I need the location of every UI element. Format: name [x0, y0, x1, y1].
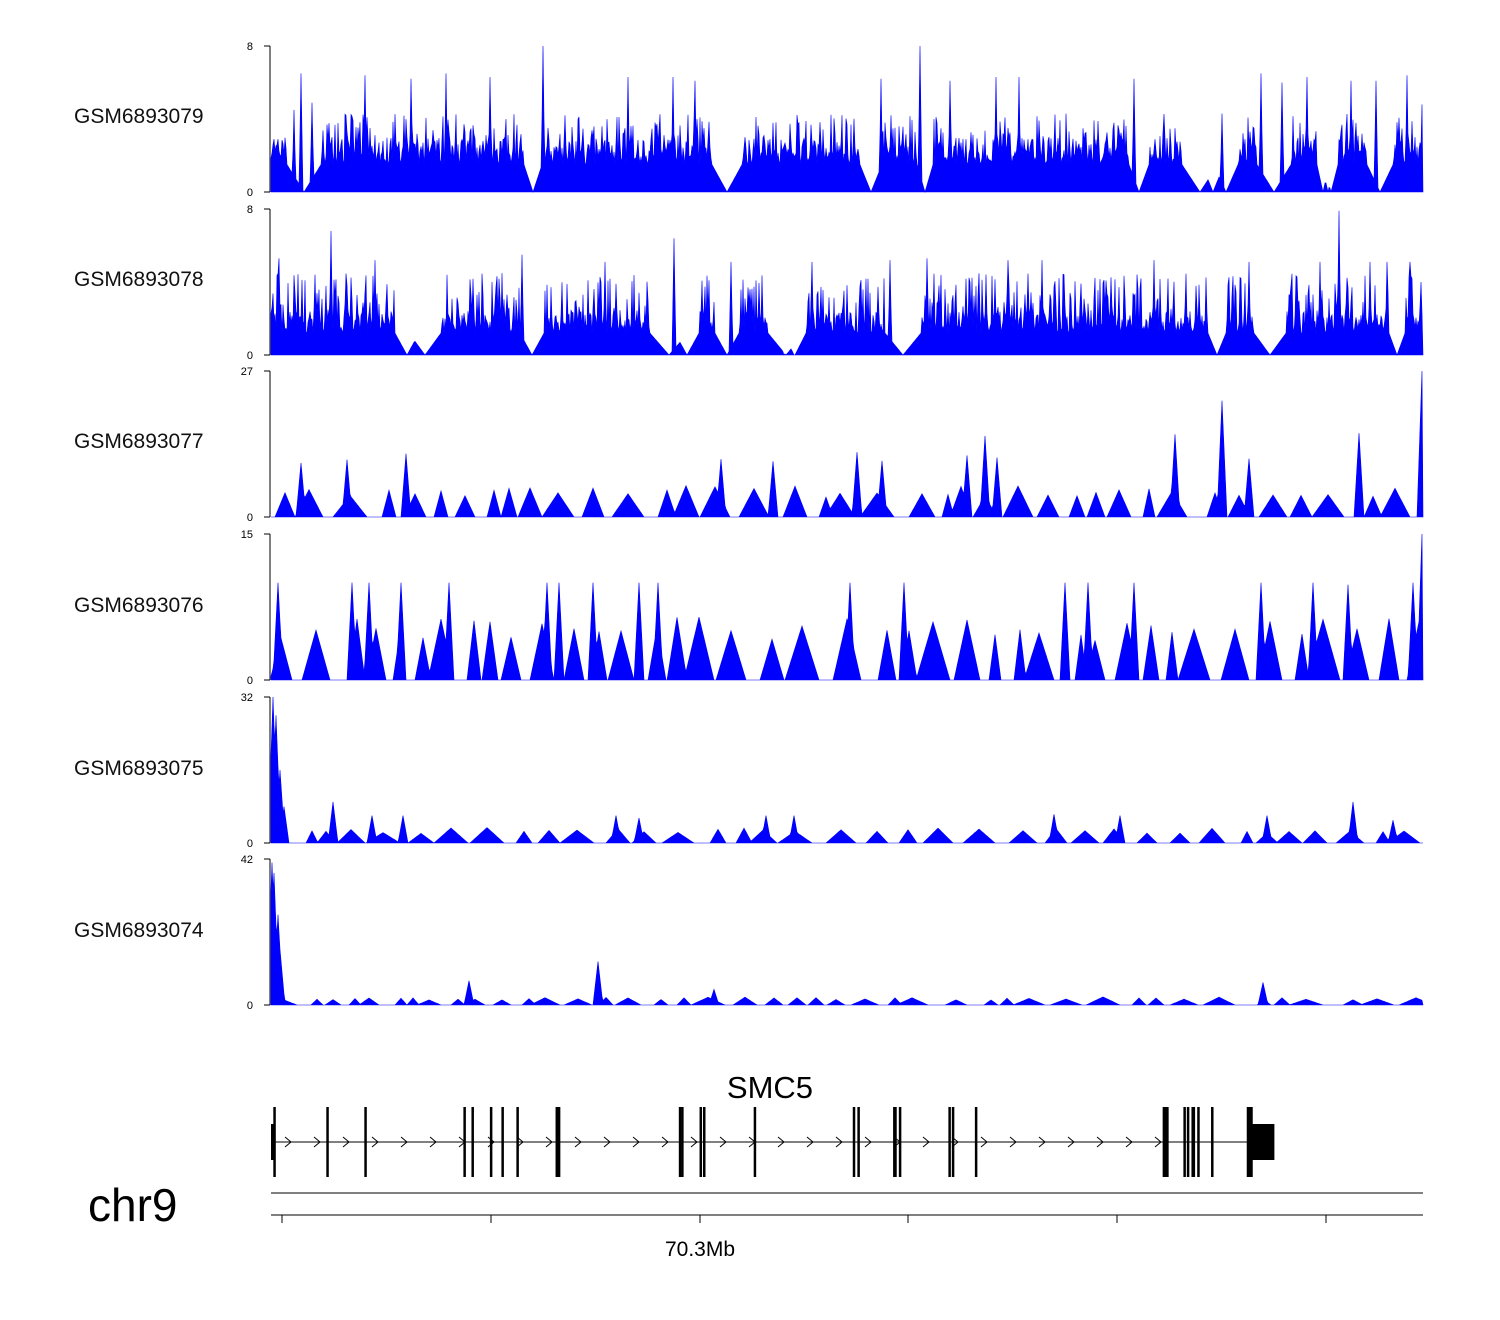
exon: [1192, 1107, 1196, 1177]
gene-name: SMC5: [726, 1070, 814, 1105]
signal-area-gsm6893074: [270, 862, 1424, 1006]
exon: [273, 1107, 276, 1177]
strand-arrow: [574, 1136, 582, 1148]
exon: [898, 1107, 902, 1177]
exon: [678, 1107, 682, 1177]
strand-arrow: [400, 1136, 408, 1148]
axis-tick-label: 70.3Mb: [664, 1238, 736, 1261]
track-label-gsm6893078: GSM6893078: [74, 268, 204, 291]
track-label-gsm6893076: GSM6893076: [74, 594, 204, 617]
y-min-label-gsm6893074: 0: [247, 1000, 253, 1012]
track-label-gsm6893075: GSM6893075: [74, 757, 204, 780]
exon: [1186, 1107, 1190, 1177]
strand-arrow: [980, 1136, 988, 1148]
strand-arrow: [603, 1136, 611, 1148]
track-label-gsm6893074: GSM6893074: [74, 919, 204, 942]
exon: [364, 1107, 367, 1177]
strand-arrow: [545, 1136, 553, 1148]
strand-arrow: [1067, 1136, 1075, 1148]
strand-arrow: [313, 1136, 321, 1148]
exon: [1211, 1107, 1214, 1177]
strand-arrow: [806, 1136, 814, 1148]
y-max-label-gsm6893079: 8: [247, 41, 253, 53]
y-max-label-gsm6893076: 15: [241, 529, 253, 541]
exon: [681, 1107, 684, 1177]
signal-area-gsm6893075: [270, 696, 1423, 844]
strand-arrow: [1096, 1136, 1104, 1148]
signal-area-gsm6893076: [270, 533, 1424, 681]
y-max-label-gsm6893078: 8: [247, 204, 253, 216]
strand-arrow: [661, 1136, 669, 1148]
exon: [501, 1107, 504, 1177]
exon: [699, 1107, 703, 1177]
y-max-label-gsm6893075: 32: [241, 692, 253, 704]
exon: [948, 1107, 951, 1177]
strand-arrow: [922, 1136, 930, 1148]
strand-arrow: [516, 1136, 524, 1148]
exon: [951, 1107, 955, 1177]
exon: [463, 1107, 466, 1177]
exon: [974, 1107, 978, 1177]
y-min-label-gsm6893079: 0: [247, 187, 253, 199]
signal-area-gsm6893077: [271, 370, 1424, 519]
exon: [1164, 1107, 1168, 1177]
strand-arrow: [835, 1136, 843, 1148]
strand-arrow: [1009, 1136, 1017, 1148]
y-max-label-gsm6893074: 42: [241, 854, 253, 866]
exon: [1183, 1107, 1186, 1177]
y-min-label-gsm6893078: 0: [247, 350, 253, 362]
signal-area-gsm6893078: [270, 210, 1424, 356]
strand-arrow: [864, 1136, 872, 1148]
y-min-label-gsm6893077: 0: [247, 512, 253, 524]
chromosome-label: chr9: [88, 1179, 178, 1231]
y-min-label-gsm6893076: 0: [247, 675, 253, 687]
y-max-label-gsm6893077: 27: [241, 366, 253, 378]
strand-arrow: [1154, 1136, 1162, 1148]
exon-last-block: [1248, 1124, 1275, 1160]
exon: [857, 1107, 860, 1177]
signal-area-gsm6893079: [270, 45, 1424, 194]
track-label-gsm6893079: GSM6893079: [74, 105, 204, 128]
strand-arrow: [342, 1136, 350, 1148]
exon: [753, 1107, 757, 1177]
exon: [557, 1107, 561, 1177]
exon: [326, 1107, 329, 1177]
strand-arrow: [719, 1136, 727, 1148]
y-min-label-gsm6893075: 0: [247, 838, 253, 850]
exon: [703, 1107, 706, 1177]
strand-arrow: [632, 1136, 640, 1148]
strand-arrow: [777, 1136, 785, 1148]
exon: [516, 1107, 519, 1177]
exon: [489, 1107, 493, 1177]
exon: [471, 1107, 474, 1177]
strand-arrow: [1038, 1136, 1046, 1148]
exon: [852, 1107, 856, 1177]
strand-arrow: [429, 1136, 437, 1148]
track-label-gsm6893077: GSM6893077: [74, 430, 204, 453]
exon: [1197, 1107, 1200, 1177]
strand-arrow: [371, 1136, 379, 1148]
strand-arrow: [690, 1136, 698, 1148]
exon: [894, 1107, 897, 1177]
strand-arrow: [1125, 1136, 1133, 1148]
strand-arrow: [284, 1136, 292, 1148]
exon: [271, 1124, 274, 1160]
exon: [555, 1107, 559, 1177]
